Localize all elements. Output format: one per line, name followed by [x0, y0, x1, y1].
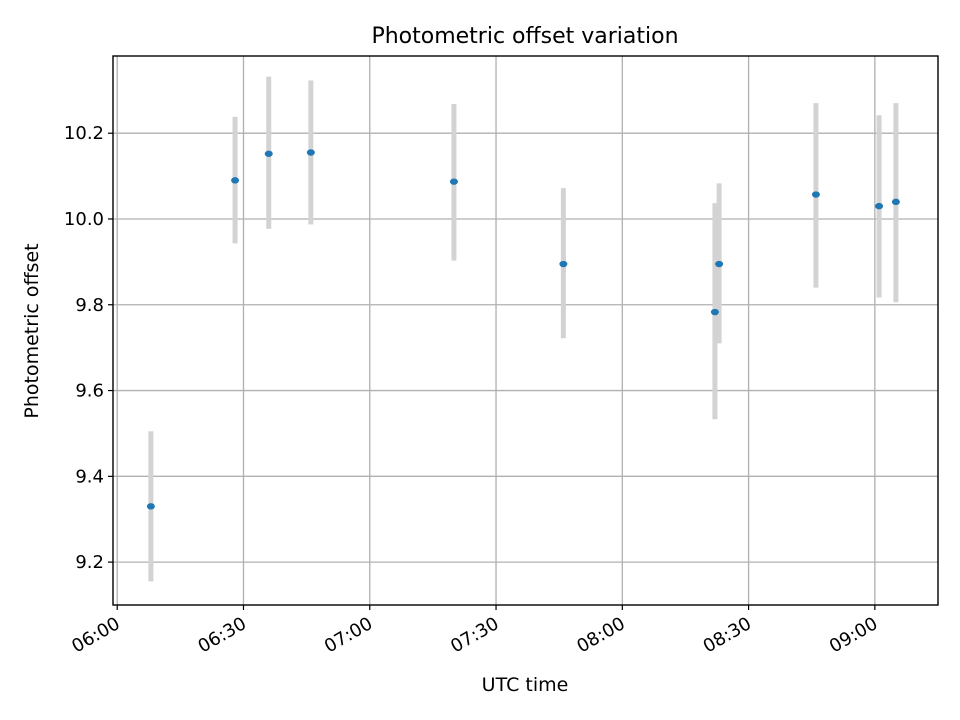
- data-point: [875, 202, 884, 210]
- data-point: [559, 260, 568, 268]
- data-point: [811, 191, 820, 198]
- y-tick-label: 9.4: [75, 466, 104, 487]
- data-point: [710, 308, 719, 316]
- plot-frame: [112, 55, 939, 606]
- data-point: [891, 198, 900, 206]
- grid: [113, 56, 938, 605]
- y-tick-label: 10.0: [64, 209, 104, 230]
- y-tick-label: 9.2: [75, 552, 104, 573]
- y-tick-label: 9.6: [75, 381, 104, 402]
- data-point: [264, 150, 273, 157]
- y-axis-label: Photometric offset: [21, 243, 43, 418]
- data-point: [306, 149, 315, 156]
- x-tick-label: 07:30: [447, 613, 502, 657]
- data-point: [231, 177, 240, 184]
- y-tick-label: 10.2: [64, 123, 104, 144]
- x-tick-label: 09:00: [826, 613, 881, 657]
- x-axis-label: UTC time: [482, 674, 569, 696]
- y-tick-label: 9.8: [75, 295, 104, 316]
- x-tick-label: 06:30: [195, 613, 250, 657]
- data-point: [449, 178, 458, 185]
- data-point: [715, 260, 724, 268]
- x-tick-label: 08:30: [700, 613, 755, 657]
- data-points: [146, 149, 900, 510]
- x-tick-label: 08:00: [573, 613, 628, 657]
- chart-title: Photometric offset variation: [371, 24, 678, 49]
- data-point: [146, 503, 155, 510]
- x-tick-label: 06:00: [68, 613, 123, 657]
- error-bars: [148, 76, 899, 582]
- x-tick-label: 07:00: [321, 613, 376, 657]
